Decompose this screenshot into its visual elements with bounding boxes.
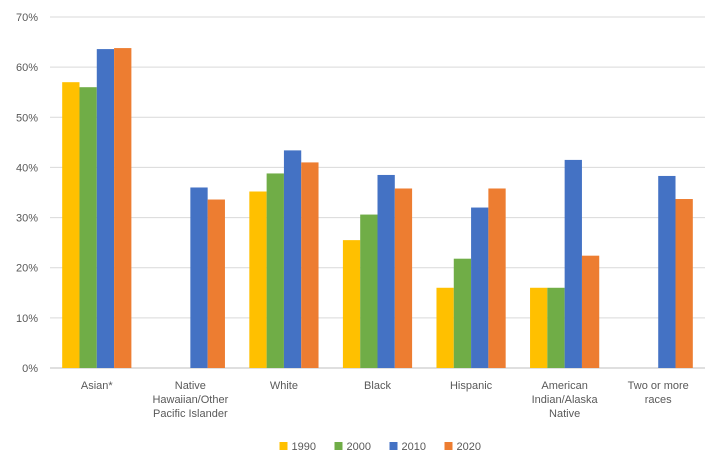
bar-2010-5	[564, 159, 582, 368]
category-label-line: Native	[175, 380, 206, 392]
bar-2010-4	[471, 207, 489, 368]
legend-label: 2020	[457, 441, 481, 453]
bar-2000-4	[453, 258, 472, 368]
category-label: Asian*	[81, 380, 114, 392]
y-tick-label: 0%	[22, 363, 38, 375]
bar-2010-6	[658, 175, 676, 368]
bar-2020-1	[207, 199, 225, 368]
bar-2010-0	[96, 49, 115, 368]
category-label: White	[270, 380, 298, 392]
category-label-line: Indian/Alaska	[532, 394, 599, 406]
bar-2010-3	[377, 174, 395, 368]
legend-swatch-1990	[279, 442, 288, 450]
bar-2020-6	[675, 199, 693, 368]
bar-2000-3	[360, 214, 378, 368]
legend-label: 2000	[347, 441, 371, 453]
legend-swatch-2010	[389, 442, 398, 450]
y-tick-label: 30%	[16, 213, 38, 225]
y-tick-label: 70%	[16, 12, 38, 24]
category-label-line: Hawaiian/Other	[152, 394, 228, 406]
category-label-line: races	[645, 394, 672, 406]
bar-2020-5	[581, 255, 600, 368]
y-tick-label: 40%	[16, 162, 38, 174]
category-label: Black	[364, 380, 391, 392]
bars	[62, 48, 693, 369]
category-label-line: Pacific Islander	[153, 408, 228, 420]
y-tick-label: 20%	[16, 263, 38, 275]
legend-swatch-2020	[444, 442, 453, 450]
bar-2010-2	[283, 150, 302, 368]
category-labels: Asian* Native Hawaiian/Other Pacific Island…	[81, 380, 689, 420]
bar-1990-0	[62, 82, 80, 368]
category-label: Native Hawaiian/Other Pacific Islander	[152, 380, 228, 420]
category-label: Hispanic	[450, 380, 493, 392]
y-tick-label: 50%	[16, 112, 38, 124]
bar-2020-3	[394, 188, 413, 368]
category-label-line: Asian*	[81, 380, 114, 392]
bar-2020-4	[488, 188, 506, 368]
category-label: American Indian/Alaska Native	[532, 380, 599, 420]
y-tick-label: 60%	[16, 62, 38, 74]
legend-swatch-2000	[334, 442, 343, 450]
category-label-line: Two or more	[628, 380, 689, 392]
bar-1990-5	[530, 287, 548, 368]
category-label-line: White	[270, 380, 298, 392]
legend: 1990 2000 2010 2020	[279, 441, 481, 453]
category-label-line: Hispanic	[450, 380, 493, 392]
category-label-line: American	[541, 380, 587, 392]
bar-1990-2	[249, 191, 267, 368]
bar-1990-3	[342, 240, 361, 368]
bar-2000-0	[79, 87, 97, 368]
category-label-line: Native	[549, 408, 580, 420]
bar-2000-2	[266, 173, 284, 368]
legend-label: 2010	[402, 441, 426, 453]
bar-1990-4	[436, 287, 454, 368]
bar-2020-0	[114, 48, 132, 369]
bar-2000-5	[547, 287, 565, 368]
bar-2020-2	[301, 162, 319, 368]
category-label: Two or more races	[628, 380, 689, 406]
bar-2010-1	[190, 187, 208, 368]
legend-label: 1990	[292, 441, 316, 453]
y-tick-label: 10%	[16, 313, 38, 325]
category-label-line: Black	[364, 380, 391, 392]
y-axis-ticks: 0% 10% 20% 30% 40% 50% 60% 70%	[16, 12, 38, 375]
